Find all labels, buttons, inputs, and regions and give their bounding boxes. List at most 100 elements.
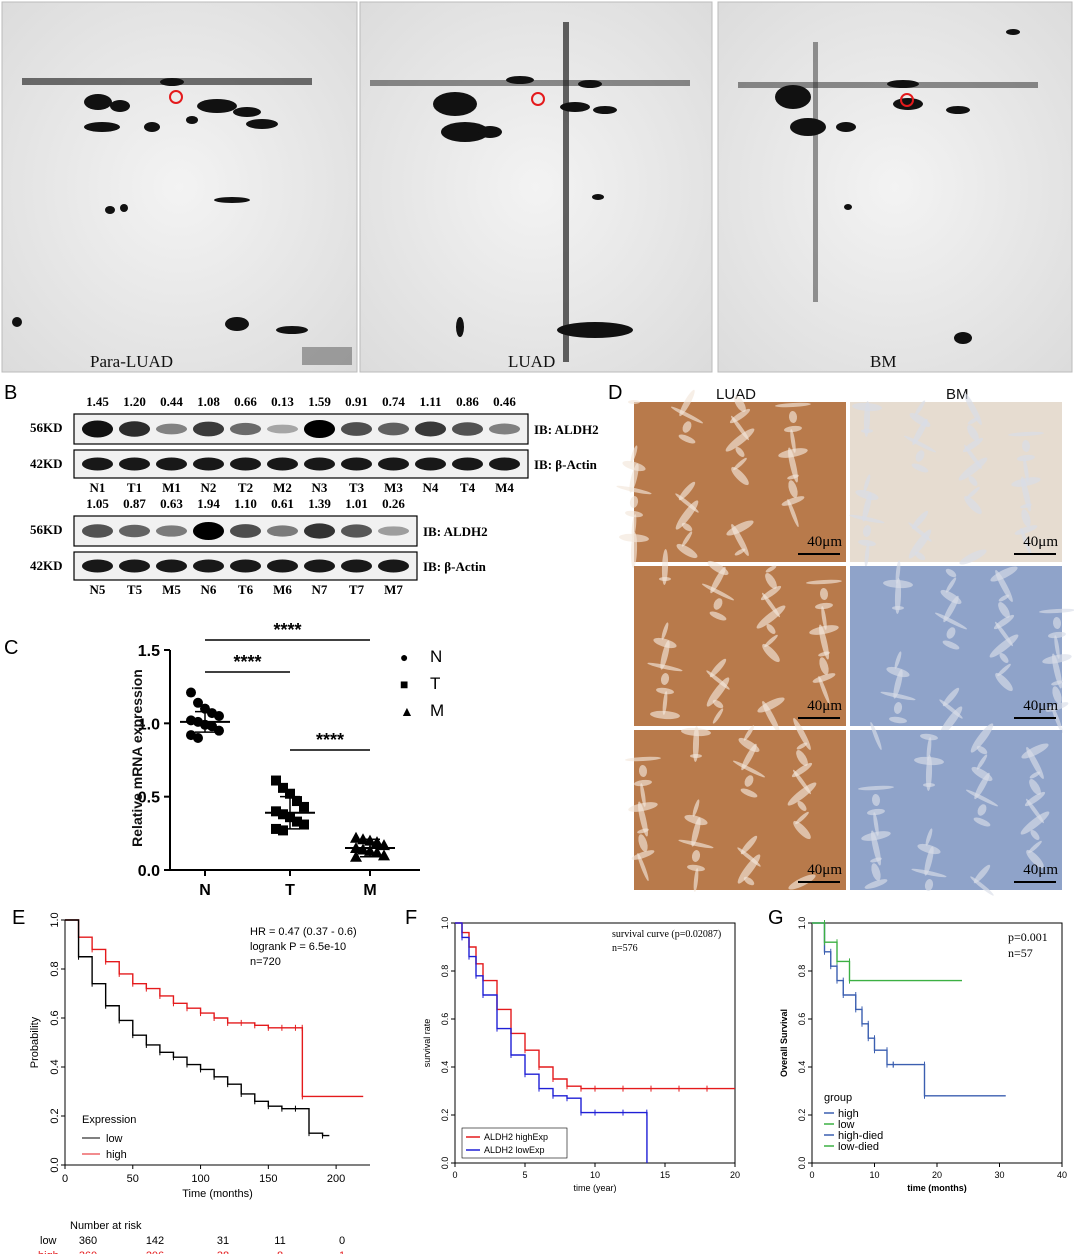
ihc-texture — [873, 812, 879, 836]
lane-label: M4 — [495, 480, 514, 495]
lane-label: M1 — [162, 480, 181, 495]
ihc-texture — [740, 835, 758, 855]
ihc-texture — [964, 393, 982, 425]
band-aldh2 — [303, 523, 336, 539]
kd-label: 56KD — [30, 420, 63, 435]
ihc-texture — [784, 425, 802, 433]
ihc-texture — [795, 811, 809, 825]
blot-value: 0.44 — [160, 394, 183, 409]
ihc-texture — [765, 565, 777, 573]
g-stat: p=0.001 — [1008, 930, 1048, 944]
e-legend-low: low — [106, 1133, 123, 1145]
ihc-texture — [713, 598, 723, 610]
band-aldh2 — [266, 525, 299, 537]
band-aldh2 — [155, 423, 188, 435]
c-point — [271, 775, 281, 786]
ihc-texture — [691, 817, 701, 847]
e-risk-low: 31 — [217, 1235, 229, 1247]
ihc-texture — [637, 852, 649, 882]
lane-label: T4 — [460, 480, 476, 495]
ihc-texture — [1024, 791, 1046, 807]
ihc-texture — [732, 760, 766, 778]
ihc-texture — [707, 560, 729, 576]
ihc-texture — [679, 389, 695, 417]
band-aldh2 — [229, 422, 262, 436]
c-point — [278, 809, 288, 820]
ib-label: IB: β-Actin — [534, 457, 598, 472]
ihc-texture — [1026, 849, 1044, 869]
ihc-texture — [781, 496, 805, 506]
band-actin — [414, 457, 447, 471]
ihc-texture — [638, 765, 648, 777]
e-risk-low: 142 — [146, 1235, 164, 1247]
ihc-texture — [766, 624, 776, 634]
ihc-scale-label: 40μm — [1023, 534, 1058, 550]
band-actin — [192, 457, 225, 471]
ihc-texture — [775, 402, 811, 408]
ihc-texture — [734, 396, 746, 412]
lane-label: T1 — [127, 480, 142, 495]
ihc-texture — [924, 846, 934, 876]
band-actin — [266, 559, 299, 573]
lane-label: T5 — [127, 582, 143, 597]
km-xtick-label: 10 — [869, 1170, 879, 1180]
ihc-texture — [924, 879, 934, 891]
f-legend-box — [461, 1127, 568, 1159]
ihc-texture — [743, 876, 755, 886]
c-point — [193, 697, 203, 708]
c-legend-label: N — [430, 647, 442, 666]
km-xtick-label: 200 — [327, 1173, 345, 1185]
ihc-texture — [778, 448, 808, 458]
band-actin — [488, 457, 521, 471]
band-aldh2 — [451, 422, 484, 436]
ihc-texture — [634, 779, 652, 787]
ihc-texture — [787, 782, 817, 806]
lane-label: M3 — [384, 480, 403, 495]
e-risk-high: high — [38, 1250, 59, 1254]
lane-label: M7 — [384, 582, 403, 597]
band-actin — [340, 559, 373, 573]
ihc-texture — [681, 522, 693, 532]
blot-value: 0.74 — [382, 394, 405, 409]
lane-label: N4 — [423, 480, 439, 495]
ihc-texture — [1028, 840, 1042, 854]
ihc-texture — [915, 450, 925, 462]
ihc-texture — [852, 402, 882, 412]
band-actin — [118, 457, 151, 471]
ihc-texture — [725, 428, 755, 452]
ihc-texture — [867, 808, 885, 816]
ihc-texture — [871, 794, 881, 806]
lane-label: N5 — [90, 582, 106, 597]
blot-value: 0.91 — [345, 394, 368, 409]
band-aldh2 — [377, 526, 410, 536]
ihc-texture — [731, 466, 749, 486]
ihc-texture — [893, 669, 903, 699]
lane-label: N7 — [312, 582, 328, 597]
ihc-texture — [701, 583, 735, 601]
km-ytick-label: 1.0 — [440, 917, 450, 930]
blot-value: 0.13 — [271, 394, 294, 409]
blot-value: 1.20 — [123, 394, 146, 409]
ihc-texture — [1042, 654, 1072, 664]
ihc-texture — [788, 480, 798, 498]
km-ytick-label: 0.0 — [797, 1157, 807, 1170]
km-ytick-label: 0.4 — [797, 1061, 807, 1074]
km-xlabel: time (months) — [907, 1183, 967, 1193]
c-sig-label: **** — [273, 620, 301, 640]
ihc-texture — [1052, 617, 1062, 629]
ihc-texture — [735, 447, 745, 457]
km-ytick-label: 0.6 — [440, 1013, 450, 1026]
c-point — [271, 806, 281, 817]
f-stat: survival curve (p=0.02087) — [612, 929, 721, 940]
band-actin — [229, 559, 262, 573]
ihc-texture — [818, 675, 830, 705]
blot-value: 1.94 — [197, 496, 220, 511]
band-aldh2 — [81, 524, 114, 538]
c-point — [214, 711, 224, 721]
e-risk-high: 8 — [277, 1250, 283, 1254]
ihc-texture — [712, 708, 724, 724]
km-ytick-label: 0.8 — [797, 965, 807, 978]
e-legend-title: Expression — [82, 1114, 136, 1126]
ihc-texture — [791, 762, 813, 778]
c-point — [299, 819, 309, 830]
